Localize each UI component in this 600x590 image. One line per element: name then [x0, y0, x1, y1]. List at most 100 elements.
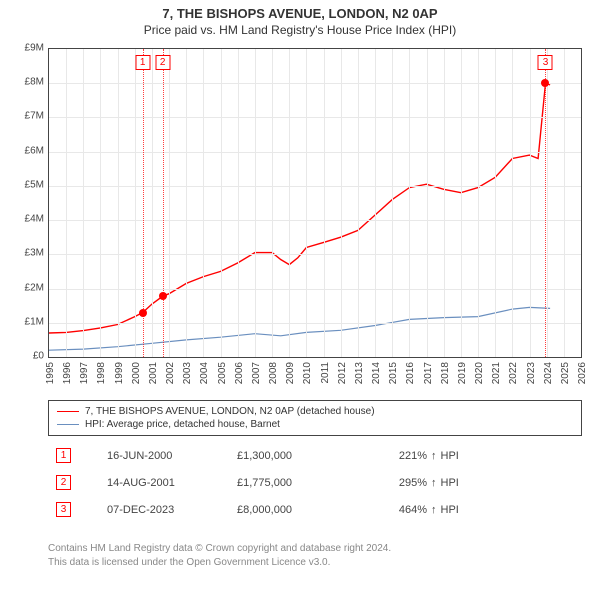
grid-line-v	[547, 49, 548, 357]
tx-row-hpi: HPI	[441, 477, 459, 489]
tx-row-badge: 3	[56, 502, 71, 517]
x-tick-label: 2016	[405, 362, 416, 384]
grid-line-v	[478, 49, 479, 357]
tx-row-price: £1,775,000	[237, 477, 357, 489]
footer: Contains HM Land Registry data © Crown c…	[48, 542, 582, 569]
x-tick-label: 2017	[423, 362, 434, 384]
grid-line-v	[66, 49, 67, 357]
y-tick-label: £7M	[0, 111, 44, 122]
grid-line-v	[255, 49, 256, 357]
y-tick-label: £2M	[0, 282, 44, 293]
y-tick-label: £6M	[0, 145, 44, 156]
grid-line-v	[375, 49, 376, 357]
grid-line-v	[427, 49, 428, 357]
y-tick-label: £5M	[0, 179, 44, 190]
chart-plot-area: 12 3	[48, 48, 582, 358]
x-tick-label: 2004	[199, 362, 210, 384]
footer-line2: This data is licensed under the Open Gov…	[48, 556, 582, 570]
grid-line-v	[152, 49, 153, 357]
grid-line-v	[83, 49, 84, 357]
y-tick-label: £9M	[0, 43, 44, 54]
tx-row-badge: 1	[56, 448, 71, 463]
arrow-up-icon: ↑	[427, 477, 441, 489]
x-tick-label: 1997	[79, 362, 90, 384]
grid-line-v	[392, 49, 393, 357]
x-tick-label: 2013	[354, 362, 365, 384]
tx-row-date: 07-DEC-2023	[107, 504, 237, 516]
y-tick-label: £3M	[0, 248, 44, 259]
x-tick-label: 2018	[440, 362, 451, 384]
x-tick-label: 1999	[114, 362, 125, 384]
grid-line-v	[186, 49, 187, 357]
x-tick-label: 2025	[560, 362, 571, 384]
grid-line-v	[564, 49, 565, 357]
tx-row-pct: 295%	[357, 477, 427, 489]
transaction-marker	[541, 79, 549, 87]
tx-row-hpi: HPI	[441, 504, 459, 516]
x-tick-label: 2010	[302, 362, 313, 384]
transaction-badge: 1	[135, 55, 150, 70]
x-tick-label: 2011	[320, 362, 331, 384]
grid-line-h	[49, 186, 581, 187]
tx-row-price: £1,300,000	[237, 450, 357, 462]
tx-row-pct: 221%	[357, 450, 427, 462]
legend-label-property: 7, THE BISHOPS AVENUE, LONDON, N2 0AP (d…	[85, 406, 375, 417]
legend-row-hpi: HPI: Average price, detached house, Barn…	[57, 418, 573, 431]
grid-line-v	[306, 49, 307, 357]
transaction-row: 307-DEC-2023£8,000,000464%↑HPI	[48, 496, 582, 523]
legend-row-property: 7, THE BISHOPS AVENUE, LONDON, N2 0AP (d…	[57, 405, 573, 418]
x-tick-label: 2008	[268, 362, 279, 384]
grid-line-h	[49, 83, 581, 84]
x-tick-label: 2006	[234, 362, 245, 384]
grid-line-v	[358, 49, 359, 357]
grid-line-v	[118, 49, 119, 357]
grid-line-v	[135, 49, 136, 357]
grid-line-v	[495, 49, 496, 357]
legend-label-hpi: HPI: Average price, detached house, Barn…	[85, 419, 280, 430]
grid-line-v	[341, 49, 342, 357]
transaction-badge: 3	[538, 55, 553, 70]
x-tick-label: 2020	[474, 362, 485, 384]
y-tick-label: £0	[0, 351, 44, 362]
grid-line-v	[203, 49, 204, 357]
arrow-up-icon: ↑	[427, 504, 441, 516]
x-tick-label: 1998	[96, 362, 107, 384]
x-tick-label: 1995	[45, 362, 56, 384]
transaction-badge: 2	[155, 55, 170, 70]
y-tick-label: £8M	[0, 77, 44, 88]
transaction-table: 116-JUN-2000£1,300,000221%↑HPI214-AUG-20…	[48, 442, 582, 523]
grid-line-v	[409, 49, 410, 357]
grid-line-v	[289, 49, 290, 357]
transaction-marker	[159, 292, 167, 300]
grid-line-v	[221, 49, 222, 357]
x-tick-label: 2015	[388, 362, 399, 384]
x-tick-label: 2000	[131, 362, 142, 384]
tx-row-date: 16-JUN-2000	[107, 450, 237, 462]
grid-line-v	[272, 49, 273, 357]
transaction-vline	[163, 49, 164, 357]
grid-line-v	[238, 49, 239, 357]
x-tick-label: 2001	[148, 362, 159, 384]
grid-line-v	[100, 49, 101, 357]
tx-row-price: £8,000,000	[237, 504, 357, 516]
x-tick-label: 2019	[457, 362, 468, 384]
legend: 7, THE BISHOPS AVENUE, LONDON, N2 0AP (d…	[48, 400, 582, 436]
x-tick-label: 2026	[577, 362, 588, 384]
grid-line-h	[49, 152, 581, 153]
transaction-row: 214-AUG-2001£1,775,000295%↑HPI	[48, 469, 582, 496]
grid-line-h	[49, 254, 581, 255]
x-tick-label: 2014	[371, 362, 382, 384]
chart-title: 7, THE BISHOPS AVENUE, LONDON, N2 0AP	[0, 0, 600, 21]
grid-line-v	[324, 49, 325, 357]
legend-swatch-hpi	[57, 424, 79, 425]
x-tick-label: 2009	[285, 362, 296, 384]
footer-line1: Contains HM Land Registry data © Crown c…	[48, 542, 582, 556]
page: 7, THE BISHOPS AVENUE, LONDON, N2 0AP Pr…	[0, 0, 600, 590]
x-tick-label: 2022	[508, 362, 519, 384]
grid-line-h	[49, 117, 581, 118]
grid-line-v	[512, 49, 513, 357]
tx-row-badge: 2	[56, 475, 71, 490]
x-tick-label: 2024	[543, 362, 554, 384]
x-tick-label: 2003	[182, 362, 193, 384]
tx-row-hpi: HPI	[441, 450, 459, 462]
